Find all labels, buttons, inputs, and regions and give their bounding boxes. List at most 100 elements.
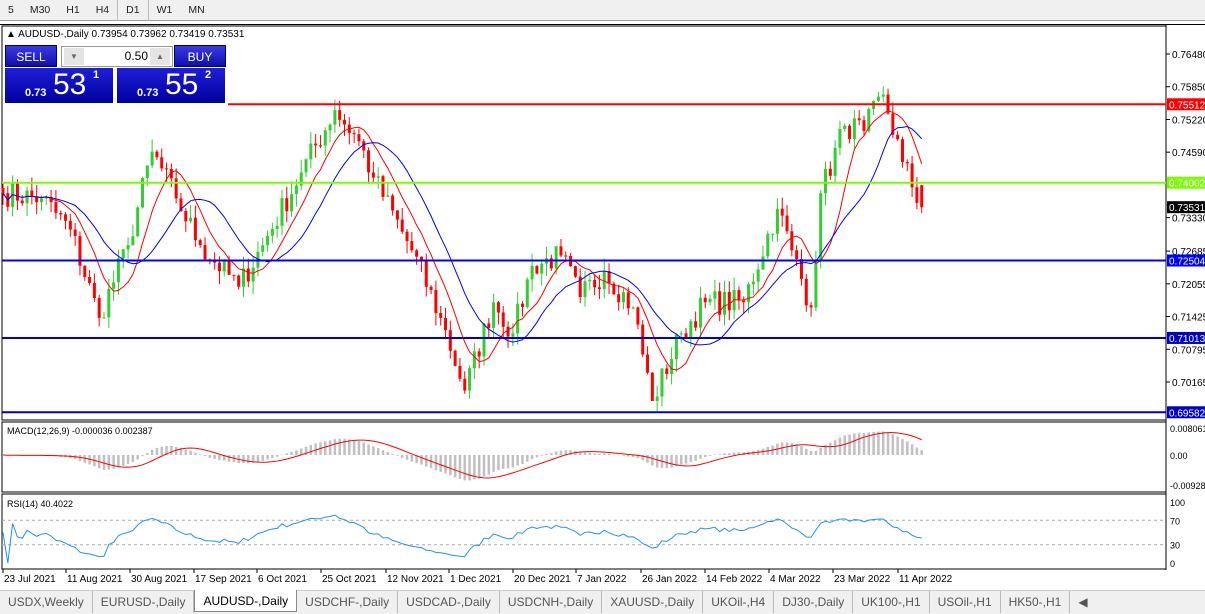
candle [275,225,279,230]
timeframe-w1[interactable]: W1 [156,4,173,16]
date-axis-label: 17 Sep 2021 [195,574,252,585]
buy-price[interactable]: 0.73 55 2 [117,68,225,103]
rsi-axis-label: 0 [1170,559,1175,569]
candle [915,187,919,203]
candle [362,141,366,151]
chart-tab[interactable]: USDCNH-,Daily [500,591,603,613]
hline-price-label: 0.69582 [1169,408,1205,419]
candle [213,260,217,263]
candle [333,110,337,125]
sell-price-sup: 1 [93,69,100,81]
timeframe-mn[interactable]: MN [188,4,205,16]
chart-tab[interactable]: EURUSD-,Daily [93,591,195,613]
candle [881,94,885,97]
chart-tab[interactable]: UKOil-,H4 [703,591,775,613]
candle [280,198,284,226]
candle [804,278,808,306]
chart-canvas[interactable]: 0.76480 0.75850 0.75220 0.74590 0.73330 0.726… [0,25,1205,591]
chart-tab[interactable]: XAUUSD-,Daily [602,591,704,613]
rsi-line [2,514,922,564]
price-axis-label: 0.70795 [1172,345,1205,356]
candle [602,271,606,290]
candle [30,190,34,197]
candle [809,305,813,308]
candle [612,283,616,295]
candle [737,290,741,301]
chart-tab[interactable]: DJ30-,Daily [774,591,854,613]
lot-size-input[interactable]: ▼ 0.50 ▲ [61,46,173,67]
candle [463,378,467,391]
candle [64,214,68,221]
collapse-triangle-icon[interactable]: ▲ [6,29,16,40]
candle [703,297,707,303]
candle [780,208,784,216]
candle [453,350,457,366]
candle [482,323,486,357]
price-axis-label: 0.71425 [1172,313,1205,324]
candle [747,284,751,303]
lot-decrease-icon[interactable]: ▼ [64,48,84,65]
rsi-label: RSI(14) 40.4022 [7,499,73,509]
sell-price-prefix: 0.73 [25,87,47,99]
chart-tab[interactable]: AUDUSD-,Daily [194,590,298,612]
candle [217,262,221,272]
timeframe-h1[interactable]: H1 [66,4,80,16]
buy-price-prefix: 0.73 [137,87,159,99]
sell-price[interactable]: 0.73 53 1 [5,68,113,103]
candle [126,245,130,250]
hline-price-label: 0.75512 [1169,100,1205,111]
chart-tab[interactable]: USOil-,H1 [930,591,1001,613]
candle [771,233,775,235]
lot-value[interactable]: 0.50 [124,49,148,63]
chart-tab[interactable]: HK50-,H1 [1001,591,1071,613]
candle [395,210,399,220]
date-axis-label: 30 Aug 2021 [131,574,188,585]
price-label-bg [1167,331,1205,344]
chart-tab[interactable]: USDCHF-,Daily [297,591,399,613]
timeframe-h4[interactable]: H4 [95,4,110,16]
candle [727,291,731,311]
sell-button[interactable]: SELL [5,45,57,67]
candle [78,236,82,266]
chart-tab[interactable]: USDCAD-,Daily [398,591,500,613]
timeframe-m30[interactable]: M30 [29,4,51,16]
timeframe-d1[interactable]: D1 [117,0,149,21]
chart-area[interactable]: 0.76480 0.75850 0.75220 0.74590 0.73330 0.726… [0,24,1205,590]
lot-increase-icon[interactable]: ▲ [150,48,170,65]
candles [1,86,924,413]
candle [670,359,674,375]
tabs-scroll-left-icon[interactable]: ◀ [1078,595,1088,609]
candle [583,281,587,298]
chart-tab[interactable]: USDX,Weekly [0,591,93,613]
price-axis-label: 0.76480 [1172,50,1205,61]
date-axis-label: 14 Feb 2022 [706,574,763,585]
candle [674,334,678,360]
candle [299,172,303,186]
candle [530,265,534,280]
candle [266,235,270,246]
candle [766,233,770,257]
candle [59,212,63,215]
candle [790,231,794,251]
candle [564,255,568,257]
candle [44,197,48,199]
candle [520,303,524,307]
date-axis-label: 7 Jan 2022 [577,574,627,585]
candle [189,217,193,222]
candle [68,220,72,230]
candle [290,194,294,212]
chart-tab[interactable]: UK100-,H1 [853,591,930,613]
timeframe-5[interactable]: 5 [8,4,14,16]
candle [343,119,347,125]
candle [376,176,380,178]
buy-button[interactable]: BUY [174,45,226,67]
candle [900,139,904,163]
candle [819,193,823,261]
candle [145,165,149,179]
candle [468,368,472,391]
candle [795,250,799,260]
candle [309,143,313,160]
candle [193,217,197,241]
candle [391,195,395,211]
candle [472,351,476,369]
